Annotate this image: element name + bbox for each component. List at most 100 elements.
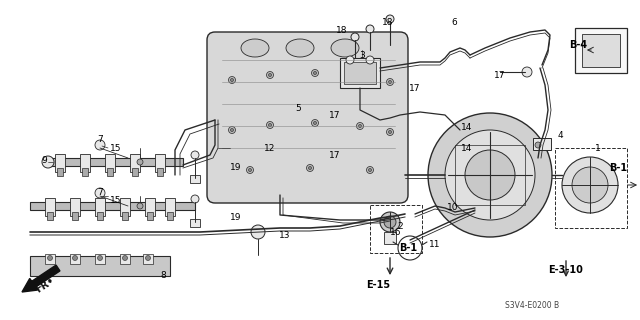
Circle shape [191, 151, 199, 159]
FancyArrow shape [22, 265, 60, 292]
Circle shape [386, 15, 394, 23]
Text: B-1: B-1 [399, 243, 417, 253]
Text: 7: 7 [97, 134, 103, 143]
Ellipse shape [331, 39, 359, 57]
Bar [130, 154, 140, 172]
Circle shape [312, 119, 319, 126]
Text: S3V4-E0200 B: S3V4-E0200 B [505, 300, 559, 309]
Circle shape [351, 33, 359, 41]
Text: 15: 15 [110, 196, 122, 204]
Bar [72, 212, 78, 220]
Bar [165, 198, 175, 216]
Bar [145, 198, 155, 216]
Circle shape [72, 255, 77, 260]
Circle shape [47, 255, 52, 260]
Text: 3: 3 [359, 51, 365, 60]
Circle shape [228, 76, 236, 84]
Circle shape [145, 255, 150, 260]
Circle shape [191, 195, 199, 203]
Bar [105, 154, 115, 172]
Circle shape [95, 140, 105, 150]
Ellipse shape [241, 39, 269, 57]
Text: 17: 17 [494, 70, 506, 79]
Circle shape [137, 159, 143, 165]
Circle shape [562, 157, 618, 213]
Circle shape [388, 131, 392, 133]
Text: B-4: B-4 [569, 40, 587, 50]
Text: 12: 12 [264, 143, 276, 153]
Circle shape [308, 166, 312, 170]
Circle shape [387, 129, 394, 135]
Circle shape [269, 124, 271, 126]
Text: 17: 17 [329, 110, 340, 119]
Bar [30, 256, 170, 276]
Text: 9: 9 [41, 156, 47, 164]
Bar [95, 254, 105, 264]
Bar [120, 254, 130, 264]
Bar [70, 254, 80, 264]
Bar [82, 168, 88, 176]
Text: 10: 10 [447, 203, 459, 212]
Bar [95, 198, 105, 216]
Ellipse shape [286, 39, 314, 57]
Circle shape [356, 123, 364, 130]
Text: 5: 5 [295, 103, 301, 113]
Bar [47, 212, 53, 220]
Circle shape [122, 255, 127, 260]
Circle shape [228, 126, 236, 133]
Text: 8: 8 [160, 270, 166, 279]
Circle shape [314, 122, 317, 124]
Circle shape [230, 129, 234, 132]
Text: 14: 14 [461, 123, 473, 132]
Bar [132, 168, 138, 176]
Circle shape [356, 73, 364, 79]
Bar [70, 198, 80, 216]
Bar [340, 58, 380, 88]
Bar [45, 198, 55, 216]
Circle shape [97, 255, 102, 260]
Circle shape [535, 142, 541, 148]
Bar [147, 212, 153, 220]
Bar [555, 148, 627, 228]
Bar [143, 254, 153, 264]
Circle shape [380, 212, 400, 232]
Text: 11: 11 [429, 239, 441, 249]
Circle shape [314, 71, 317, 75]
Circle shape [358, 124, 362, 127]
Circle shape [572, 167, 608, 203]
Circle shape [366, 25, 374, 33]
Bar [370, 205, 422, 253]
Bar [55, 154, 65, 172]
Bar [97, 212, 103, 220]
Circle shape [269, 74, 271, 76]
Bar [45, 158, 183, 166]
Bar [80, 154, 90, 172]
Circle shape [246, 166, 253, 173]
Text: 1: 1 [595, 143, 601, 153]
Text: 19: 19 [230, 163, 242, 172]
Bar [155, 154, 165, 172]
Circle shape [384, 216, 396, 228]
Text: 4: 4 [557, 131, 563, 140]
Bar [57, 168, 63, 176]
Bar [582, 34, 620, 67]
Bar [190, 175, 200, 183]
Circle shape [387, 78, 394, 85]
Bar [167, 212, 173, 220]
Circle shape [42, 156, 54, 168]
Bar [30, 202, 195, 210]
Bar [344, 62, 376, 84]
Circle shape [465, 150, 515, 200]
Circle shape [388, 81, 392, 84]
Text: 18: 18 [382, 18, 394, 27]
Text: B-1: B-1 [609, 163, 627, 173]
Text: 17: 17 [409, 84, 420, 92]
Text: 13: 13 [279, 230, 291, 239]
Circle shape [358, 75, 362, 77]
Bar [190, 219, 200, 227]
Circle shape [230, 78, 234, 82]
Circle shape [445, 130, 535, 220]
Text: E-3-10: E-3-10 [548, 265, 584, 275]
Text: 19: 19 [230, 212, 242, 221]
Bar [45, 254, 55, 264]
